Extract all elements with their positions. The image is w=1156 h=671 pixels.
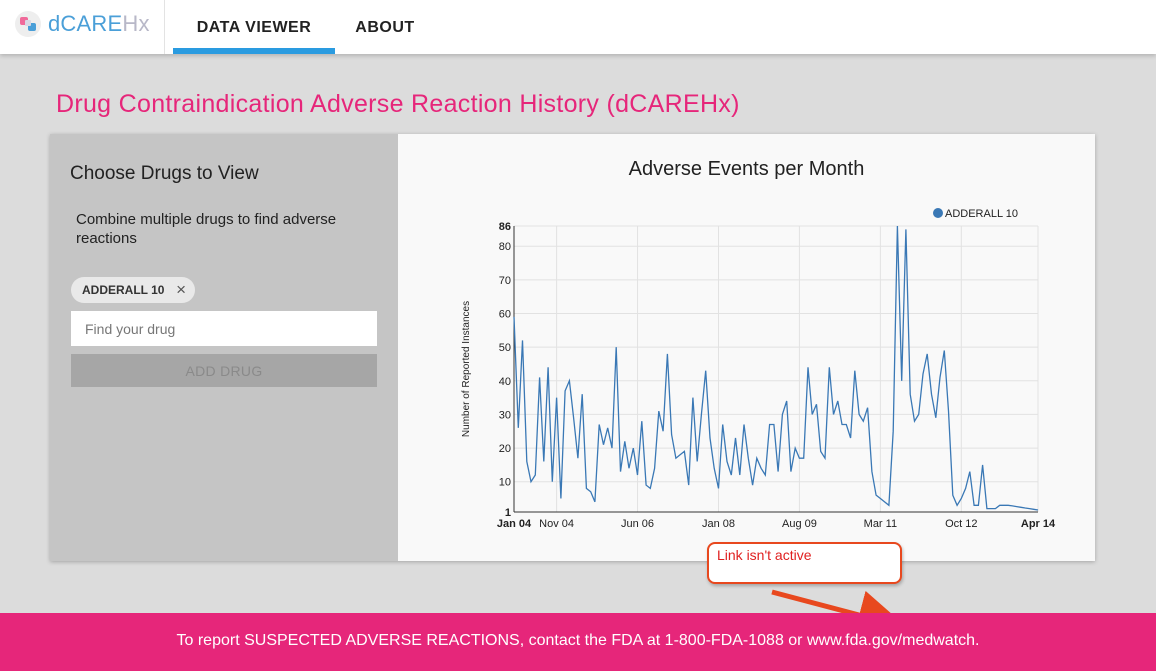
y-axis-label: Number of Reported Instances <box>461 301 472 437</box>
x-tick-label: Apr 14 <box>1021 518 1056 530</box>
drug-search-input[interactable] <box>71 311 377 346</box>
x-tick-label: Oct 12 <box>945 518 977 530</box>
tab-about[interactable]: ABOUT <box>355 19 415 36</box>
y-tick-label: 50 <box>499 342 511 354</box>
y-tick-label: 1 <box>505 507 511 519</box>
fda-footer: To report SUSPECTED ADVERSE REACTIONS, c… <box>0 613 1156 671</box>
nav-divider <box>164 0 165 54</box>
drug-selector-panel: Choose Drugs to View Combine multiple dr… <box>50 134 398 561</box>
x-tick-label: Jan 04 <box>497 518 532 530</box>
y-tick-label: 40 <box>499 376 511 388</box>
x-tick-label: Mar 11 <box>864 518 897 530</box>
x-tick-label: Nov 04 <box>539 518 574 530</box>
drug-selector-heading: Choose Drugs to View <box>70 163 259 184</box>
x-tick-label: Aug 09 <box>782 518 817 530</box>
annotation-text: Link isn't active <box>717 547 812 563</box>
add-drug-button[interactable]: ADD DRUG <box>71 354 377 387</box>
series-line-adderall-10 <box>513 225 1039 511</box>
logo-text-secondary: Hx <box>122 11 150 36</box>
close-icon[interactable]: × <box>176 280 186 299</box>
chart-area: Adverse Events per Month 1 10 20 30 40 50 60 70… <box>398 134 1095 561</box>
logo-text-primary: dCARE <box>48 11 123 36</box>
x-tick-label: Jan 08 <box>702 518 735 530</box>
y-tick-label: 86 <box>499 221 511 233</box>
top-navbar: dCAREHx DATA VIEWER ABOUT <box>0 0 1156 54</box>
y-tick-label: 10 <box>499 477 511 489</box>
page-title: Drug Contraindication Adverse Reaction H… <box>56 90 740 118</box>
drug-chip-label: ADDERALL 10 <box>82 283 165 297</box>
y-tick-label: 70 <box>499 275 511 287</box>
legend-marker <box>933 208 943 218</box>
adverse-events-chart: 1 10 20 30 40 50 60 70 80 86 Jan 04 Nov 04 Jun 06 Jan… <box>461 208 1056 530</box>
tab-data-viewer[interactable]: DATA VIEWER <box>173 0 335 54</box>
drug-chip: ADDERALL 10 × <box>71 277 195 303</box>
annotation-callout: Link isn't active <box>707 542 902 584</box>
logo-text: dCAREHx <box>48 11 150 37</box>
x-tick-label: Jun 06 <box>621 518 654 530</box>
drug-selector-hint: Combine multiple drugs to find adverse r… <box>76 211 337 247</box>
y-tick-label: 80 <box>499 241 511 253</box>
legend-label: ADDERALL 10 <box>945 208 1018 220</box>
y-tick-label: 20 <box>499 443 511 455</box>
chart-title: Adverse Events per Month <box>628 158 865 180</box>
viewer-panel: Choose Drugs to View Combine multiple dr… <box>50 134 1095 561</box>
y-tick-label: 60 <box>499 308 511 320</box>
logo-mark-icon <box>14 10 42 38</box>
y-tick-label: 30 <box>499 409 511 421</box>
app-logo[interactable]: dCAREHx <box>14 9 150 39</box>
